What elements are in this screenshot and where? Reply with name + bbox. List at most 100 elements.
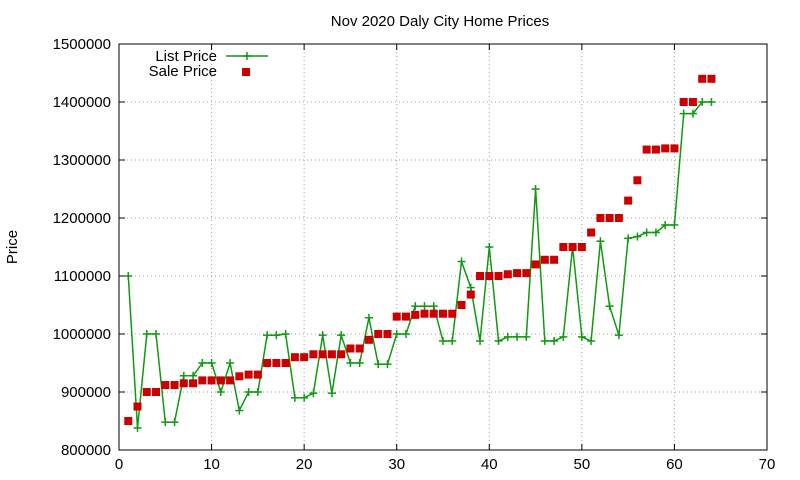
- point-sale-price: [651, 145, 660, 154]
- point-sale-price: [290, 353, 299, 362]
- point-sale-price: [383, 330, 392, 338]
- legend-label-list-price: List Price: [155, 48, 217, 65]
- point-list-price: [244, 388, 253, 396]
- y-tick-label: 900000: [61, 384, 111, 401]
- point-sale-price: [707, 74, 716, 83]
- y-axis-label: Price: [4, 230, 21, 264]
- point-list-price: [364, 313, 373, 322]
- point-sale-price: [161, 381, 170, 390]
- point-sale-price: [550, 255, 559, 264]
- legend-swatch-sale-price: [242, 68, 250, 76]
- point-list-price: [392, 330, 401, 338]
- point-list-price: [133, 423, 142, 432]
- point-sale-price: [401, 312, 410, 321]
- point-sale-price: [170, 381, 179, 390]
- legend: List Price Sale Price: [149, 48, 268, 80]
- point-list-price: [596, 237, 605, 246]
- point-sale-price: [559, 243, 568, 251]
- point-sale-price: [216, 376, 225, 385]
- y-tick-label: 1300000: [53, 152, 111, 169]
- point-list-price: [253, 388, 262, 396]
- point-list-price: [263, 331, 272, 340]
- point-list-price: [207, 359, 216, 367]
- point-sale-price: [568, 243, 577, 251]
- point-list-price: [439, 336, 447, 345]
- point-sale-price: [540, 255, 549, 264]
- point-list-price: [318, 331, 327, 340]
- point-sale-price: [364, 335, 373, 344]
- point-list-price: [309, 389, 318, 398]
- point-sale-price: [124, 417, 133, 425]
- point-list-price: [383, 360, 392, 369]
- point-list-price: [300, 393, 309, 402]
- y-tick-label: 1500000: [53, 36, 111, 53]
- point-sale-price: [494, 272, 503, 280]
- point-sale-price: [633, 176, 642, 185]
- point-list-price: [540, 336, 549, 345]
- point-sale-price: [152, 388, 161, 396]
- point-sale-price: [346, 344, 355, 353]
- x-tick-label: 0: [115, 456, 123, 473]
- point-sale-price: [272, 359, 281, 367]
- point-list-price: [235, 406, 244, 415]
- plot-frame: [118, 43, 768, 451]
- chart-title: Nov 2020 Daly City Home Prices: [331, 13, 549, 30]
- point-list-price: [170, 418, 179, 427]
- point-list-price: [429, 302, 438, 311]
- point-sale-price: [577, 243, 586, 251]
- point-list-price: [651, 228, 660, 237]
- point-list-price: [401, 330, 410, 338]
- axis-ticks: 0 10 20 30 40 50 60 70 800000 900000 1000000 110000…: [53, 36, 776, 473]
- point-list-price: [466, 283, 475, 292]
- point-list-price: [124, 272, 133, 280]
- x-tick-label: 30: [388, 456, 405, 473]
- point-sale-price: [485, 272, 494, 280]
- point-sale-price: [614, 214, 623, 222]
- point-sale-price: [327, 350, 336, 359]
- point-list-price: [448, 336, 457, 345]
- point-sale-price: [448, 309, 457, 318]
- point-sale-price: [207, 376, 216, 385]
- point-list-price: [142, 330, 151, 338]
- point-sale-price: [624, 196, 633, 205]
- point-sale-price: [670, 144, 679, 153]
- point-list-price: [374, 360, 383, 369]
- point-list-price: [513, 332, 522, 341]
- point-sale-price: [587, 228, 596, 237]
- point-sale-price: [392, 312, 401, 321]
- point-list-price: [503, 332, 512, 341]
- point-sale-price: [198, 376, 207, 385]
- point-list-price: [587, 336, 596, 345]
- point-list-price: [346, 359, 355, 367]
- point-sale-price: [244, 370, 253, 379]
- x-tick-label: 70: [759, 456, 776, 473]
- y-tick-label: 1100000: [54, 268, 111, 285]
- legend-label-sale-price: Sale Price: [149, 63, 217, 80]
- point-list-price: [642, 228, 651, 237]
- point-sale-price: [439, 309, 447, 318]
- point-list-price: [327, 389, 336, 398]
- y-tick-label: 1000000: [53, 326, 111, 343]
- point-sale-price: [429, 309, 438, 318]
- point-list-price: [605, 302, 614, 311]
- point-sale-price: [476, 272, 485, 280]
- point-list-price: [633, 232, 642, 241]
- point-sale-price: [179, 379, 188, 388]
- point-list-price: [688, 109, 697, 118]
- point-list-price: [152, 330, 161, 338]
- y-tick-label: 1200000: [53, 210, 111, 227]
- point-list-price: [226, 359, 235, 367]
- point-list-price: [355, 359, 364, 367]
- point-list-price: [707, 98, 716, 106]
- legend-plus-glyph: [243, 52, 251, 60]
- x-tick-label: 10: [203, 456, 220, 473]
- x-tick-label: 20: [296, 456, 313, 473]
- point-list-price: [411, 302, 420, 311]
- point-list-price: [559, 332, 568, 341]
- point-list-price: [337, 331, 346, 340]
- point-sale-price: [300, 353, 309, 362]
- point-list-price: [281, 330, 290, 338]
- point-list-price: [661, 220, 670, 229]
- point-sale-price: [337, 350, 346, 359]
